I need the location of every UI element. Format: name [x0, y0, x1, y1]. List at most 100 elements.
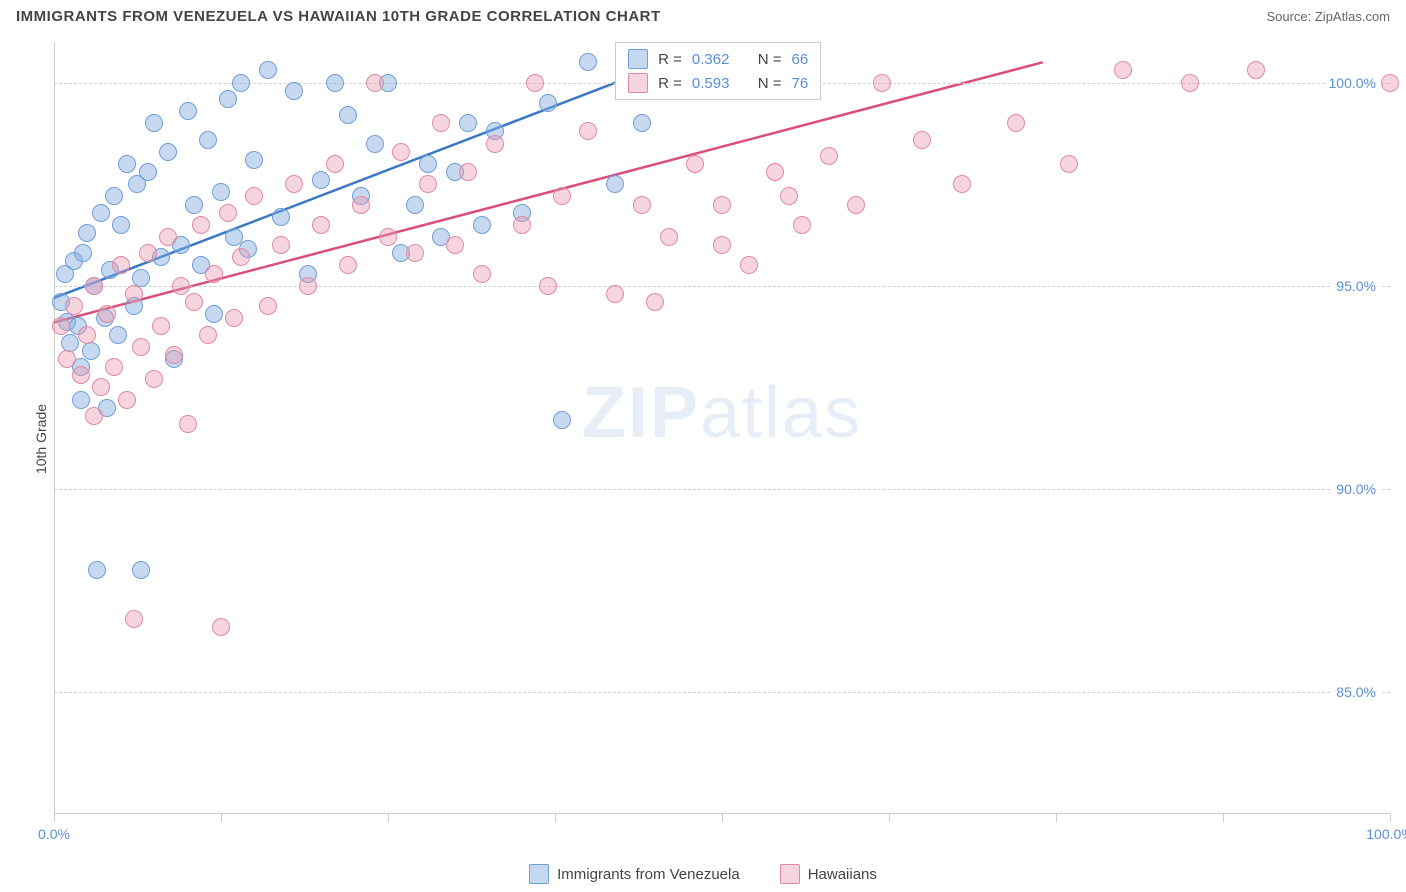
data-point: [139, 244, 157, 262]
data-point: [82, 342, 100, 360]
data-point: [1247, 61, 1265, 79]
data-point: [245, 151, 263, 169]
watermark-rest: atlas: [700, 373, 862, 453]
data-point: [579, 53, 597, 71]
data-point: [526, 74, 544, 92]
watermark: ZIPatlas: [582, 372, 862, 454]
data-point: [98, 305, 116, 323]
data-point: [633, 114, 651, 132]
data-point: [1114, 61, 1132, 79]
gridline: [54, 286, 1390, 287]
data-point: [633, 196, 651, 214]
data-point: [847, 196, 865, 214]
data-point: [299, 277, 317, 295]
xtick-label: 100.0%: [1366, 826, 1406, 842]
data-point: [152, 317, 170, 335]
data-point: [212, 618, 230, 636]
data-point: [1181, 74, 1199, 92]
data-point: [459, 163, 477, 181]
ytick-label: 85.0%: [1332, 684, 1380, 700]
data-point: [339, 256, 357, 274]
data-point: [285, 175, 303, 193]
data-point: [58, 350, 76, 368]
r-value-1: 0.362: [692, 51, 730, 68]
data-point: [553, 411, 571, 429]
data-point: [109, 326, 127, 344]
data-point: [61, 334, 79, 352]
data-point: [85, 407, 103, 425]
xtick: [889, 814, 890, 822]
n-value-2: 76: [792, 75, 809, 92]
xtick: [54, 814, 55, 822]
data-point: [165, 346, 183, 364]
data-point: [553, 187, 571, 205]
chart-title: IMMIGRANTS FROM VENEZUELA VS HAWAIIAN 10…: [16, 8, 661, 25]
data-point: [873, 74, 891, 92]
data-point: [486, 135, 504, 153]
data-point: [88, 561, 106, 579]
data-point: [713, 196, 731, 214]
bottom-legend: Immigrants from Venezuela Hawaiians: [0, 864, 1406, 884]
data-point: [913, 131, 931, 149]
data-point: [185, 196, 203, 214]
data-point: [52, 317, 70, 335]
data-point: [105, 358, 123, 376]
r-label-1: R =: [658, 51, 682, 68]
legend-label-1: Immigrants from Venezuela: [557, 866, 740, 883]
data-point: [419, 175, 437, 193]
xtick-label: 0.0%: [38, 826, 70, 842]
data-point: [446, 236, 464, 254]
data-point: [406, 244, 424, 262]
gridline: [54, 489, 1390, 490]
data-point: [205, 265, 223, 283]
data-point: [159, 143, 177, 161]
chart-area: 10th Grade ZIPatlas R = 0.362 N = 66 R =…: [0, 34, 1406, 844]
data-point: [78, 224, 96, 242]
xtick: [1223, 814, 1224, 822]
data-point: [118, 155, 136, 173]
data-point: [179, 102, 197, 120]
data-point: [780, 187, 798, 205]
data-point: [646, 293, 664, 311]
data-point: [459, 114, 477, 132]
data-point: [312, 216, 330, 234]
data-point: [326, 155, 344, 173]
swatch-series-2: [628, 73, 648, 93]
n-value-1: 66: [792, 51, 809, 68]
ytick-label: 95.0%: [1332, 278, 1380, 294]
xtick: [555, 814, 556, 822]
data-point: [245, 187, 263, 205]
data-point: [219, 204, 237, 222]
data-point: [473, 265, 491, 283]
data-point: [606, 285, 624, 303]
data-point: [185, 293, 203, 311]
data-point: [1060, 155, 1078, 173]
data-point: [539, 277, 557, 295]
data-point: [112, 256, 130, 274]
data-point: [326, 74, 344, 92]
data-point: [606, 175, 624, 193]
swatch-bottom-2: [780, 864, 800, 884]
data-point: [312, 171, 330, 189]
data-point: [132, 338, 150, 356]
data-point: [713, 236, 731, 254]
data-point: [72, 391, 90, 409]
data-point: [579, 122, 597, 140]
data-point: [199, 326, 217, 344]
data-point: [352, 196, 370, 214]
data-point: [159, 228, 177, 246]
data-point: [539, 94, 557, 112]
data-point: [205, 305, 223, 323]
r-value-2: 0.593: [692, 75, 730, 92]
data-point: [85, 277, 103, 295]
data-point: [272, 208, 290, 226]
data-point: [272, 236, 290, 254]
data-point: [125, 285, 143, 303]
data-point: [232, 74, 250, 92]
data-point: [953, 175, 971, 193]
header: IMMIGRANTS FROM VENEZUELA VS HAWAIIAN 10…: [0, 0, 1406, 29]
data-point: [172, 277, 190, 295]
data-point: [112, 216, 130, 234]
xtick: [1390, 814, 1391, 822]
data-point: [406, 196, 424, 214]
